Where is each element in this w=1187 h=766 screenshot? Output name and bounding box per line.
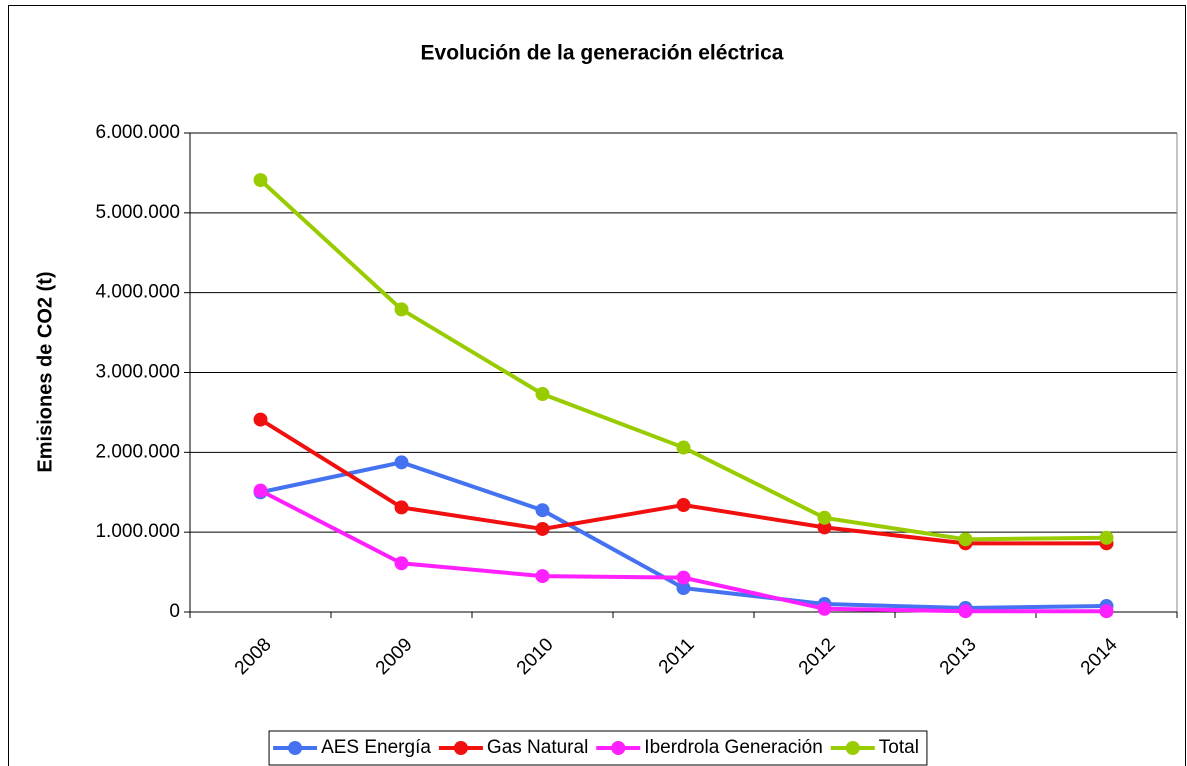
legend-marker [845,741,860,755]
data-point [676,581,691,596]
data-point [535,569,550,584]
y-tick-label: 1.000.000 [95,521,180,542]
data-point [676,570,691,585]
legend-marker [453,741,468,755]
data-point [394,302,409,317]
legend-label: AES Energía [321,737,431,758]
legend-marker [611,741,626,755]
y-axis-label: Emisiones de CO2 (t) [34,271,56,472]
data-point [817,510,832,525]
data-point [817,520,832,535]
y-tick-label: 4.000.000 [95,282,180,303]
data-point [394,455,409,470]
data-point [253,412,268,427]
data-point [1099,604,1114,619]
legend-label: Gas Natural [487,737,588,758]
data-point [676,440,691,455]
y-tick-label: 5.000.000 [95,202,180,223]
legend-label: Total [879,737,919,758]
data-point [535,521,550,536]
data-point [535,387,550,402]
legend-label: Iberdrola Generación [644,737,823,758]
y-tick-label: 0 [169,601,180,622]
data-point [676,498,691,513]
data-point [958,532,973,547]
data-point [394,500,409,515]
data-point [253,483,268,498]
data-point [394,556,409,571]
data-point [535,503,550,518]
y-tick-label: 2.000.000 [95,441,180,462]
y-tick-label: 6.000.000 [95,122,180,143]
chart-title: Evolución de la generación eléctrica [421,42,784,65]
legend-marker [288,741,303,755]
y-tick-label: 3.000.000 [95,362,180,383]
data-point [1099,530,1114,545]
data-point [817,601,832,616]
data-point [253,173,268,188]
data-point [958,604,973,619]
legend: AES Energía Gas Natural Iberdrola Generaci… [268,730,928,766]
